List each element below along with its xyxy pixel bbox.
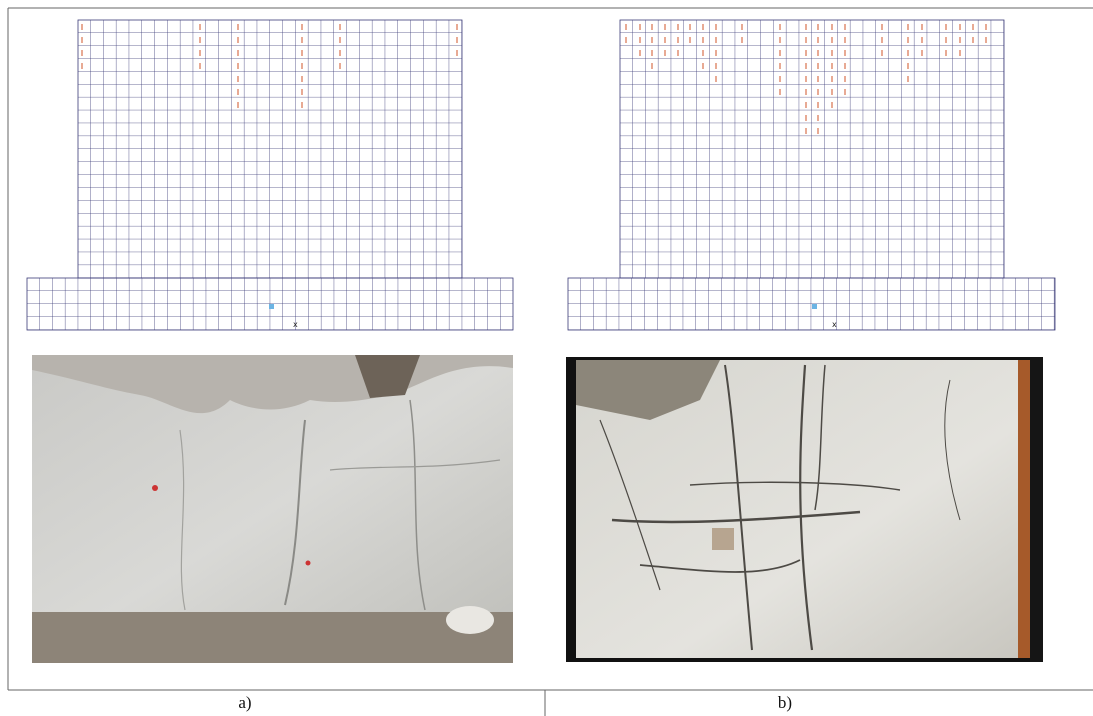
- photo-a: [32, 355, 513, 663]
- svg-text:x: x: [293, 320, 298, 329]
- figure: x x: [0, 0, 1093, 716]
- mesh-b: x: [568, 20, 1055, 330]
- panel-label: b): [778, 693, 792, 712]
- page: x x: [0, 0, 1093, 716]
- svg-text:x: x: [832, 320, 837, 329]
- panel-label: a): [238, 693, 251, 712]
- mesh-a: x: [27, 20, 513, 330]
- photo-b: [566, 357, 1043, 662]
